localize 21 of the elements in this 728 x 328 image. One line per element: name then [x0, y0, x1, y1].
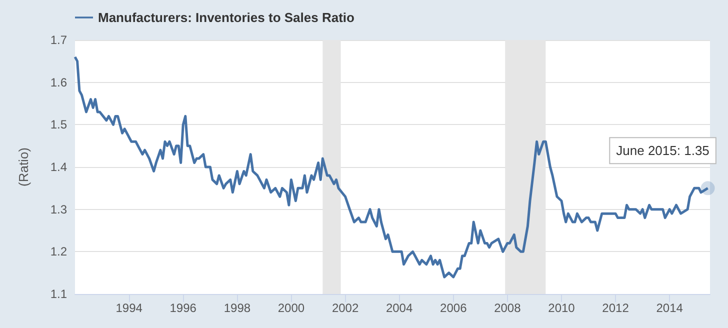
y-tick-label: 1.2 — [50, 244, 68, 259]
x-tick-label: 1998 — [224, 301, 251, 315]
x-tick-label: 2000 — [278, 301, 305, 315]
x-tick-label: 2014 — [656, 301, 684, 315]
x-tick-label: 2004 — [386, 301, 413, 315]
y-tick-label: 1.5 — [50, 118, 68, 132]
y-tick-label: 1.4 — [50, 160, 68, 174]
y-tick-label: 1.1 — [50, 287, 68, 301]
x-tick-label: 2012 — [602, 301, 630, 315]
x-tick-label: 2002 — [332, 301, 359, 315]
y-tick-label: 1.7 — [50, 33, 68, 47]
x-tick-label: 2010 — [548, 301, 576, 315]
annotation: June 2015: 1.35 — [616, 143, 710, 158]
y-tick-label: 1.3 — [50, 202, 68, 216]
x-tick-label: 2006 — [440, 301, 468, 315]
x-tick-label: 2008 — [494, 301, 522, 315]
y-tick-label: 1.6 — [50, 75, 68, 90]
y-axis-title: (Ratio) — [16, 147, 31, 187]
x-tick-label: 1996 — [170, 301, 197, 315]
x-tick-label: 1994 — [116, 301, 143, 315]
legend-label: Manufacturers: Inventories to Sales Ratio — [98, 10, 355, 25]
